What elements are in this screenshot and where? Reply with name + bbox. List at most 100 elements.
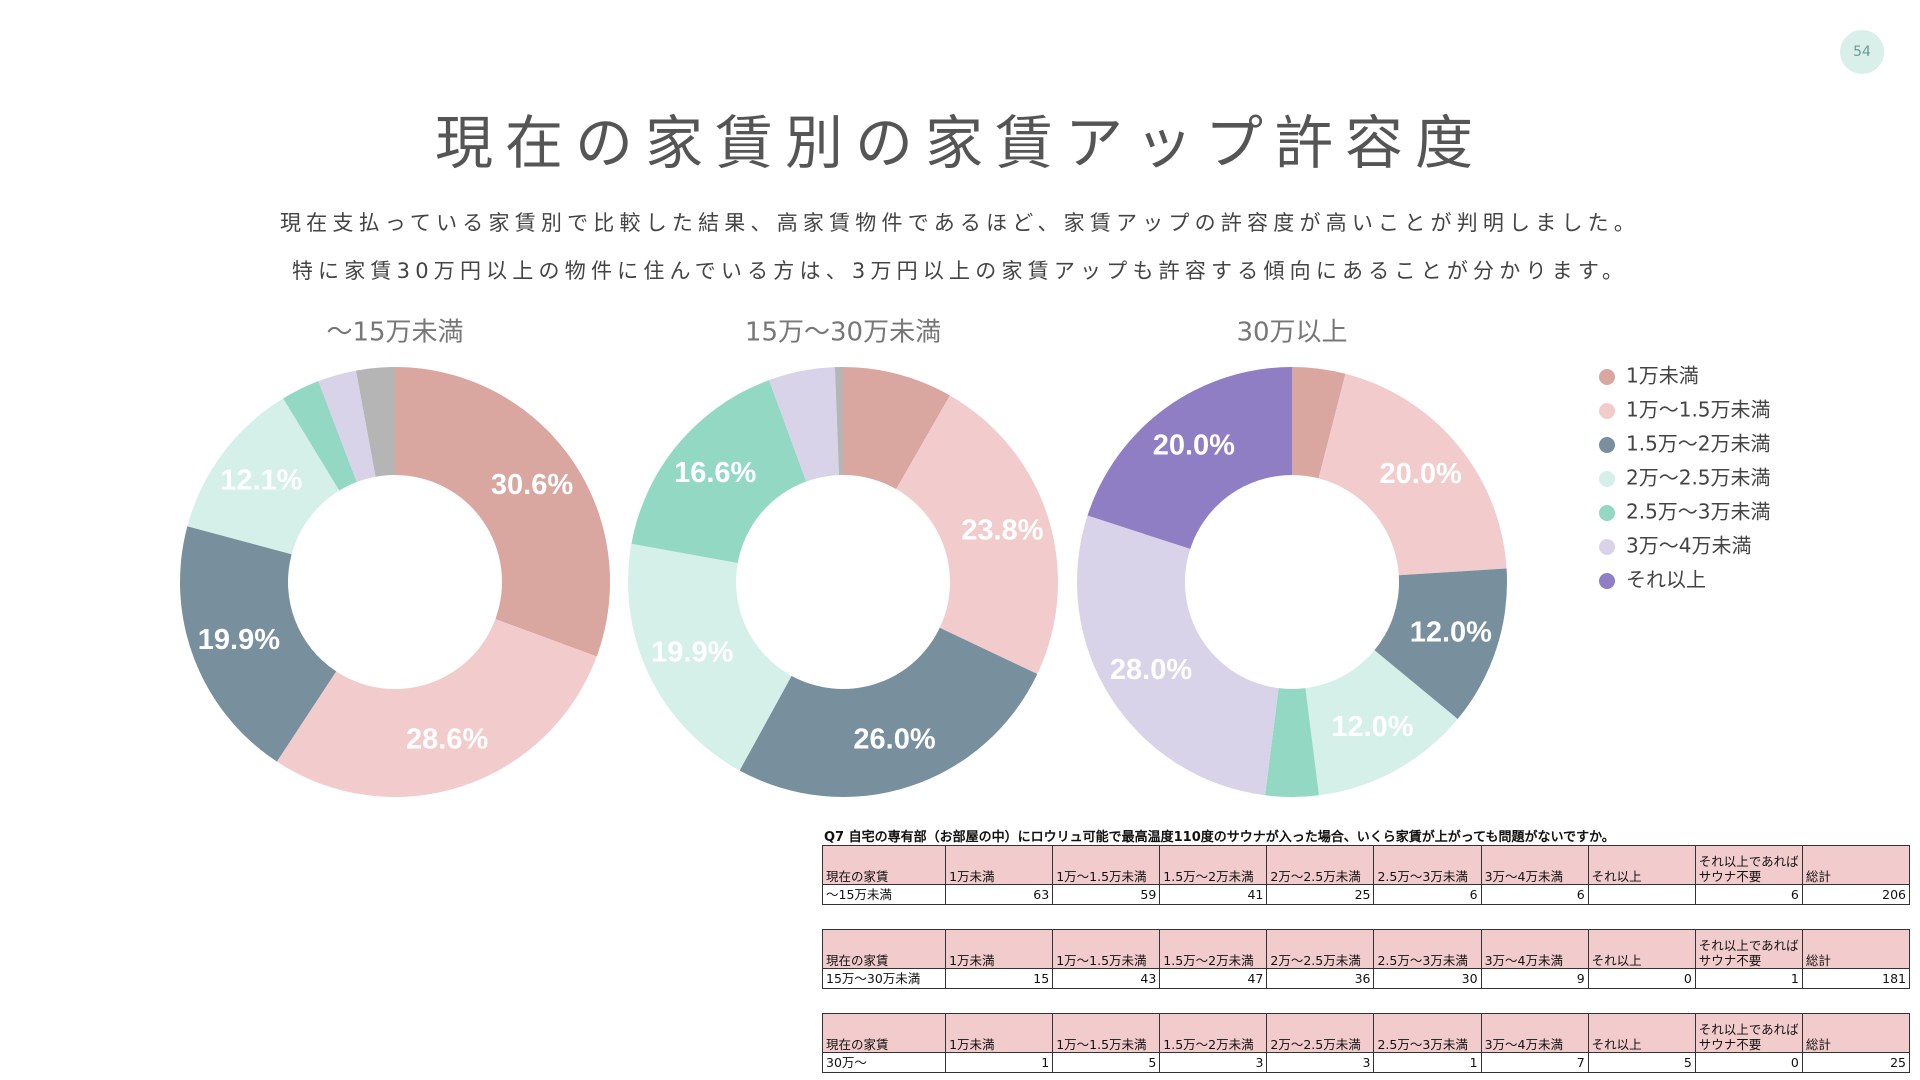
- data-label: 28.6%: [406, 723, 488, 755]
- donut-slice: [843, 367, 950, 490]
- data-label: 19.9%: [651, 637, 733, 669]
- header-row: 現在の家賃 1万未満 1万〜1.5万未満 1.5万〜2万未満 2万〜2.5万未満 2.5万…: [821, 1013, 1911, 1053]
- table-cell: それ以上: [1587, 1013, 1696, 1053]
- legend-label: 1万〜1.5万未満: [1626, 398, 1771, 422]
- donut-slice: [769, 367, 839, 482]
- data-table: 現在の家賃 1万未満 1万〜1.5万未満 1.5万〜2万未満 2万〜2.5万未満 2.5万…: [821, 845, 1911, 905]
- table-cell: 43: [1052, 968, 1161, 989]
- donut-slice: [1265, 688, 1319, 798]
- legend-label: 2万〜2.5万未満: [1626, 466, 1771, 490]
- legend-swatch: [1599, 369, 1615, 385]
- legend-swatch: [1599, 403, 1615, 419]
- donut-slice: [1374, 568, 1507, 720]
- table-cell: それ以上: [1587, 845, 1696, 885]
- legend-label: 1.5万〜2万未満: [1626, 432, 1771, 456]
- table-cell: 3: [1159, 1052, 1268, 1073]
- table-cell: 6: [1694, 884, 1803, 905]
- donut-slice: [628, 543, 792, 771]
- donut-slice: [1318, 373, 1507, 576]
- table-cell: それ以上: [1587, 929, 1696, 969]
- table-cell: 6: [1480, 884, 1589, 905]
- table-cell: 1.5万〜2万未満: [1159, 845, 1268, 885]
- question: Q7 自宅の専有部（お部屋の中）にロウリュ可能で最高温度110度のサウナが入った…: [824, 830, 1615, 845]
- legend-swatch: [1599, 505, 1615, 521]
- table-cell: それ以上であればサウナ不要: [1694, 845, 1803, 885]
- table-cell: 59: [1052, 884, 1161, 905]
- table-cell: 1.5万〜2万未満: [1159, 929, 1268, 969]
- chart-title: 〜15万未満: [326, 318, 463, 348]
- page-number: 54: [1853, 44, 1871, 60]
- donut-slice: [631, 380, 807, 563]
- table-cell: 3万〜4万未満: [1480, 929, 1589, 969]
- data-label: 30.6%: [491, 469, 573, 501]
- data-label: 16.6%: [674, 457, 756, 489]
- table-cell: 〜15万未満: [821, 884, 947, 905]
- table-cell: 2.5万〜3万未満: [1373, 845, 1482, 885]
- table-cell: 63: [945, 884, 1054, 905]
- page-number-badge: [1840, 30, 1884, 74]
- legend-swatch: [1599, 573, 1615, 589]
- data-label: 28.0%: [1110, 654, 1192, 686]
- table-cell: 7: [1480, 1052, 1589, 1073]
- table-cell: 30万〜: [821, 1052, 947, 1073]
- table-cell: 1: [1694, 968, 1803, 989]
- header-row: 現在の家賃 1万未満 1万〜1.5万未満 1.5万〜2万未満 2万〜2.5万未満 2.5万…: [821, 845, 1911, 885]
- table-cell: 3: [1266, 1052, 1375, 1073]
- table-cell: 1.5万〜2万未満: [1159, 1013, 1268, 1053]
- donut-slice: [1305, 650, 1458, 796]
- data-table: 現在の家賃 1万未満 1万〜1.5万未満 1.5万〜2万未満 2万〜2.5万未満 2.5万…: [821, 1013, 1911, 1073]
- table-cell: 0: [1587, 968, 1696, 989]
- donut-slice: [283, 381, 357, 491]
- data-row: 〜15万未満 63 59 41 25 6 6 6 206: [821, 884, 1911, 905]
- table-cell: 2万〜2.5万未満: [1266, 845, 1375, 885]
- table-cell: 現在の家賃: [821, 929, 947, 969]
- table-cell: 3万〜4万未満: [1480, 1013, 1589, 1053]
- data-label: 23.8%: [961, 515, 1043, 547]
- table-cell: 47: [1159, 968, 1268, 989]
- donut-slice: [187, 398, 340, 555]
- table-cell: 2.5万〜3万未満: [1373, 929, 1482, 969]
- header-row: 現在の家賃 1万未満 1万〜1.5万未満 1.5万〜2万未満 2万〜2.5万未満 2.5万…: [821, 929, 1911, 969]
- table-cell: それ以上であればサウナ不要: [1694, 929, 1803, 969]
- donut-slice: [1292, 367, 1346, 479]
- table-cell: 総計: [1801, 845, 1911, 885]
- table-cell: 0: [1694, 1052, 1803, 1073]
- donut-slice: [1087, 367, 1292, 549]
- legend-label: 1万未満: [1626, 364, 1699, 388]
- data-row: 30万〜 1 5 3 3 1 7 5 0 25: [821, 1052, 1911, 1073]
- data-label: 19.9%: [198, 624, 280, 656]
- donut-slice: [834, 367, 843, 476]
- table-cell: 総計: [1801, 1013, 1911, 1053]
- table-cell: 5: [1052, 1052, 1161, 1073]
- table-cell: 25: [1266, 884, 1375, 905]
- table-cell: 2.5万〜3万未満: [1373, 1013, 1482, 1053]
- legend-swatch: [1599, 539, 1615, 555]
- table-cell: 2万〜2.5万未満: [1266, 1013, 1375, 1053]
- table-cell: 181: [1801, 968, 1911, 989]
- donut-slice: [739, 627, 1038, 797]
- data-label: 20.0%: [1380, 458, 1462, 490]
- donut-slice: [276, 619, 597, 797]
- legend-swatch: [1599, 471, 1615, 487]
- table-cell: 総計: [1801, 929, 1911, 969]
- data-label: 12.0%: [1331, 711, 1413, 743]
- table-cell: 3万〜4万未満: [1480, 845, 1589, 885]
- table-cell: 30: [1373, 968, 1482, 989]
- table-cell: 15: [945, 968, 1054, 989]
- page-title: 現在の家賃別の家賃アップ許容度: [435, 109, 1485, 177]
- subtitle-line: 特に家賃30万円以上の物件に住んでいる方は、3万円以上の家賃アップも許容する傾向…: [292, 259, 1628, 283]
- table-cell: 1万未満: [945, 845, 1054, 885]
- legend-label: 2.5万〜3万未満: [1626, 500, 1771, 524]
- data-table: 現在の家賃 1万未満 1万〜1.5万未満 1.5万〜2万未満 2万〜2.5万未満 2.5万…: [821, 929, 1911, 989]
- table-cell: 6: [1373, 884, 1482, 905]
- table-cell: 15万〜30万未満: [821, 968, 947, 989]
- data-label: 12.1%: [220, 465, 302, 497]
- legend-label: それ以上: [1626, 568, 1706, 592]
- table-cell: 現在の家賃: [821, 1013, 947, 1053]
- data-label: 20.0%: [1153, 430, 1235, 462]
- data-label: 26.0%: [853, 724, 935, 756]
- table-cell: 1万〜1.5万未満: [1052, 1013, 1161, 1053]
- table-cell: それ以上であればサウナ不要: [1694, 1013, 1803, 1053]
